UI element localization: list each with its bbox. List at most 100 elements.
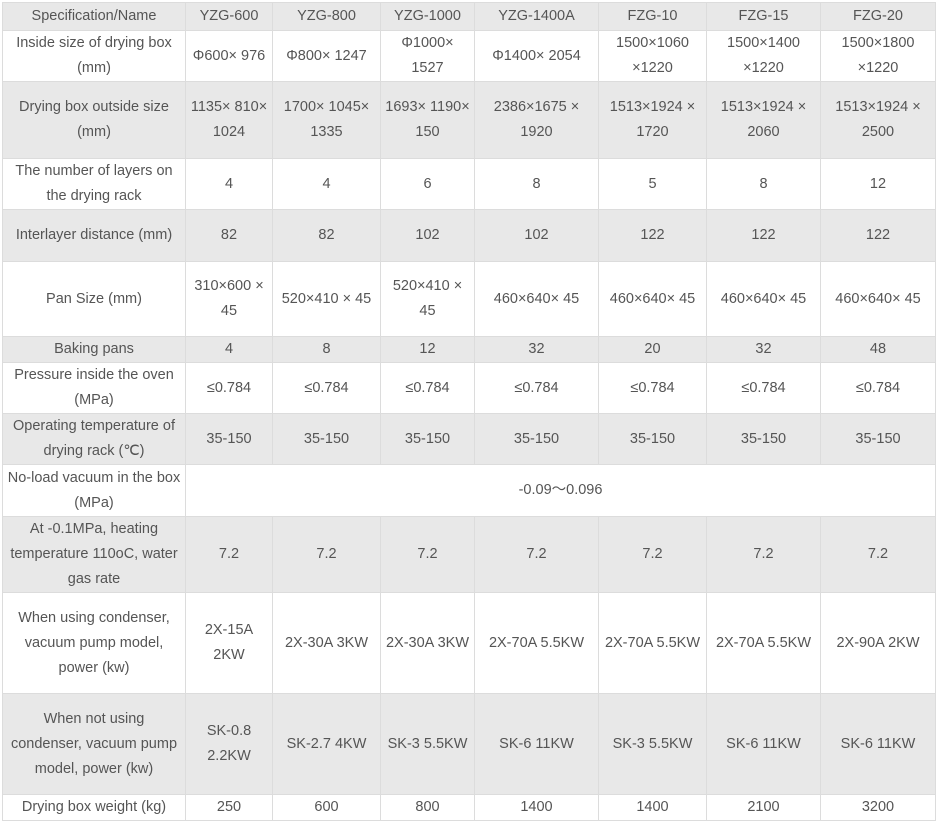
value-cell: 35-150 [598, 413, 707, 465]
value-cell: ≤0.784 [820, 362, 936, 414]
row-label: Pan Size (mm) [2, 261, 186, 337]
value-cell: 8 [474, 158, 599, 210]
value-cell: 2X-70A 5.5KW [474, 592, 599, 694]
value-cell: 250 [185, 794, 273, 821]
table-row: Drying box weight (kg) 250 600 800 1400 1400 2… [2, 794, 936, 821]
row-label: At -0.1MPa, heating temperature 110oC, w… [2, 516, 186, 593]
value-cell: 35-150 [185, 413, 273, 465]
value-cell: 20 [598, 336, 707, 363]
value-cell: 3200 [820, 794, 936, 821]
value-cell: 1513×1924 × 1720 [598, 81, 707, 159]
value-cell: 1400 [474, 794, 599, 821]
header-spec-name: Specification/Name [2, 2, 186, 31]
value-cell: 460×640× 45 [598, 261, 707, 337]
value-cell: 4 [185, 336, 273, 363]
value-cell: 460×640× 45 [820, 261, 936, 337]
row-label: Drying box weight (kg) [2, 794, 186, 821]
value-cell: 1513×1924 × 2060 [706, 81, 821, 159]
value-cell: 2386×1675 × 1920 [474, 81, 599, 159]
value-cell: Φ1000× 1527 [380, 30, 475, 82]
table-row: The number of layers on the drying rack 4… [2, 158, 936, 210]
header-model: FZG-20 [820, 2, 936, 31]
value-cell: 2X-30A 3KW [272, 592, 381, 694]
value-cell: 2100 [706, 794, 821, 821]
merged-value-cell: -0.09～0.096 [185, 464, 936, 517]
value-cell: ≤0.784 [474, 362, 599, 414]
value-cell: 4 [185, 158, 273, 210]
value-cell: 102 [380, 209, 475, 262]
table-row: Baking pans 4 8 12 32 20 32 48 [2, 336, 936, 363]
table-row: Pan Size (mm) 310×600 × 45 520×410 × 45 520… [2, 261, 936, 337]
row-label: Drying box outside size (mm) [2, 81, 186, 159]
value-cell: ≤0.784 [380, 362, 475, 414]
value-cell: 32 [474, 336, 599, 363]
value-cell: 122 [598, 209, 707, 262]
value-cell: 12 [820, 158, 936, 210]
value-cell: SK-2.7 4KW [272, 693, 381, 795]
value-cell: 2X-70A 5.5KW [598, 592, 707, 694]
row-label: When using condenser, vacuum pump model,… [2, 592, 186, 694]
value-cell: 102 [474, 209, 599, 262]
row-label: No-load vacuum in the box (MPa) [2, 464, 186, 517]
table-row: Pressure inside the oven (MPa) ≤0.784 ≤0.7… [2, 362, 936, 414]
value-cell: 122 [820, 209, 936, 262]
value-cell: 1500×1060 ×1220 [598, 30, 707, 82]
header-model: FZG-10 [598, 2, 707, 31]
value-cell: 4 [272, 158, 381, 210]
value-cell: 520×410 × 45 [272, 261, 381, 337]
value-cell: Φ800× 1247 [272, 30, 381, 82]
header-model: FZG-15 [706, 2, 821, 31]
value-cell: ≤0.784 [598, 362, 707, 414]
value-cell: 7.2 [272, 516, 381, 593]
value-cell: 2X-90A 2KW [820, 592, 936, 694]
row-label: When not using condenser, vacuum pump mo… [2, 693, 186, 795]
value-cell: 1500×1800 ×1220 [820, 30, 936, 82]
value-cell: ≤0.784 [272, 362, 381, 414]
table-row: No-load vacuum in the box (MPa) -0.09～0.0… [2, 464, 936, 517]
value-cell: 1400 [598, 794, 707, 821]
value-cell: 8 [706, 158, 821, 210]
value-cell: 82 [185, 209, 273, 262]
row-label: The number of layers on the drying rack [2, 158, 186, 210]
value-cell: 2X-70A 5.5KW [706, 592, 821, 694]
value-cell: SK-6 11KW [820, 693, 936, 795]
value-cell: 122 [706, 209, 821, 262]
value-cell: 7.2 [474, 516, 599, 593]
value-cell: 800 [380, 794, 475, 821]
value-cell: 35-150 [272, 413, 381, 465]
value-cell: ≤0.784 [185, 362, 273, 414]
value-cell: 6 [380, 158, 475, 210]
value-cell: 460×640× 45 [474, 261, 599, 337]
row-label: Pressure inside the oven (MPa) [2, 362, 186, 414]
value-cell: 1513×1924 × 2500 [820, 81, 936, 159]
header-model: YZG-600 [185, 2, 273, 31]
value-cell: 35-150 [706, 413, 821, 465]
value-cell: 2X-15A 2KW [185, 592, 273, 694]
table-row: At -0.1MPa, heating temperature 110oC, w… [2, 516, 936, 593]
value-cell: 520×410 × 45 [380, 261, 475, 337]
value-cell: 48 [820, 336, 936, 363]
value-cell: 310×600 × 45 [185, 261, 273, 337]
table-row: When using condenser, vacuum pump model,… [2, 592, 936, 694]
value-cell: SK-3 5.5KW [380, 693, 475, 795]
table-row: Interlayer distance (mm) 82 82 102 102 122 122… [2, 209, 936, 262]
value-cell: 600 [272, 794, 381, 821]
table-row: Operating temperature of drying rack (℃)… [2, 413, 936, 465]
header-model: YZG-800 [272, 2, 381, 31]
value-cell: 35-150 [380, 413, 475, 465]
value-cell: 7.2 [706, 516, 821, 593]
value-cell: ≤0.784 [706, 362, 821, 414]
value-cell: 2X-30A 3KW [380, 592, 475, 694]
row-label: Inside size of drying box (mm) [2, 30, 186, 82]
value-cell: SK-6 11KW [474, 693, 599, 795]
row-label: Baking pans [2, 336, 186, 363]
value-cell: 12 [380, 336, 475, 363]
value-cell: 460×640× 45 [706, 261, 821, 337]
value-cell: Φ1400× 2054 [474, 30, 599, 82]
value-cell: 1693× 1190× 150 [380, 81, 475, 159]
value-cell: Φ600× 976 [185, 30, 273, 82]
value-cell: 35-150 [820, 413, 936, 465]
value-cell: 7.2 [820, 516, 936, 593]
value-cell: 7.2 [380, 516, 475, 593]
